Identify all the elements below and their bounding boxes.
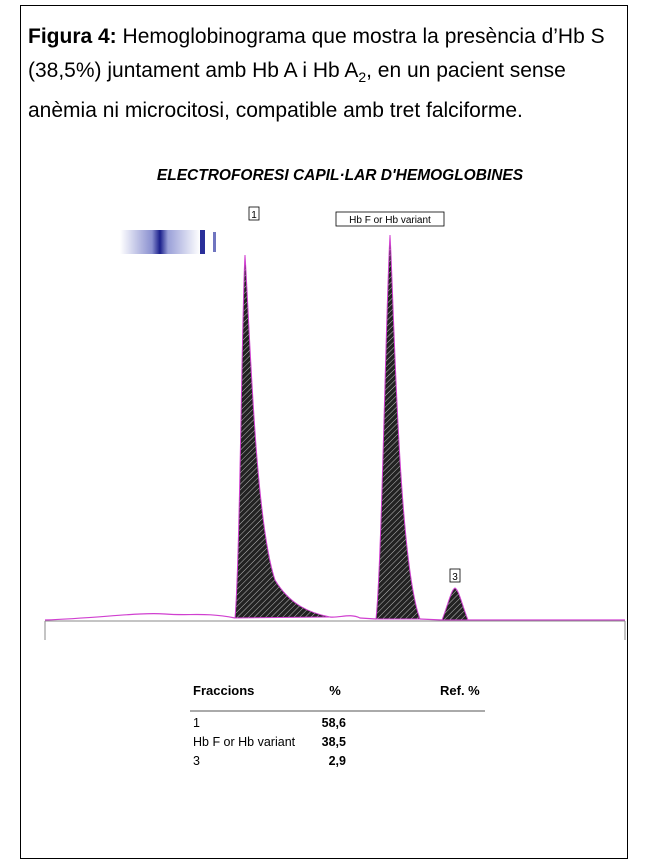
electropherogram: ELECTROFORESI CAPIL·LAR D'HEMOGLOBINES 1… xyxy=(0,0,649,866)
table-body: 1 58,6 Hb F or Hb variant 38,5 3 2,9 xyxy=(193,716,346,768)
peak-label: Hb F or Hb variant xyxy=(349,215,431,226)
peak xyxy=(235,255,330,618)
gel-band xyxy=(200,230,205,254)
figure-title: ELECTROFORESI CAPIL·LAR D'HEMOGLOBINES xyxy=(157,167,524,184)
page: Figura 4: Hemoglobinograma que mostra la… xyxy=(0,0,649,866)
table-cell: 1 xyxy=(193,716,200,730)
peak-label: 3 xyxy=(452,572,458,583)
table-cell: Hb F or Hb variant xyxy=(193,735,296,749)
table-header: Fraccions xyxy=(193,683,254,698)
gel-band xyxy=(120,230,200,254)
peak xyxy=(376,235,420,619)
table-cell: 3 xyxy=(193,754,200,768)
table-cell: 58,6 xyxy=(322,716,346,730)
trace xyxy=(45,614,625,620)
table-cell: 2,9 xyxy=(329,754,346,768)
table-cell: 38,5 xyxy=(322,735,346,749)
table-header: % xyxy=(329,683,341,698)
peak-label: 1 xyxy=(251,210,257,221)
gel-band xyxy=(213,232,216,252)
table-header: Ref. % xyxy=(440,683,480,698)
peak xyxy=(442,588,468,620)
